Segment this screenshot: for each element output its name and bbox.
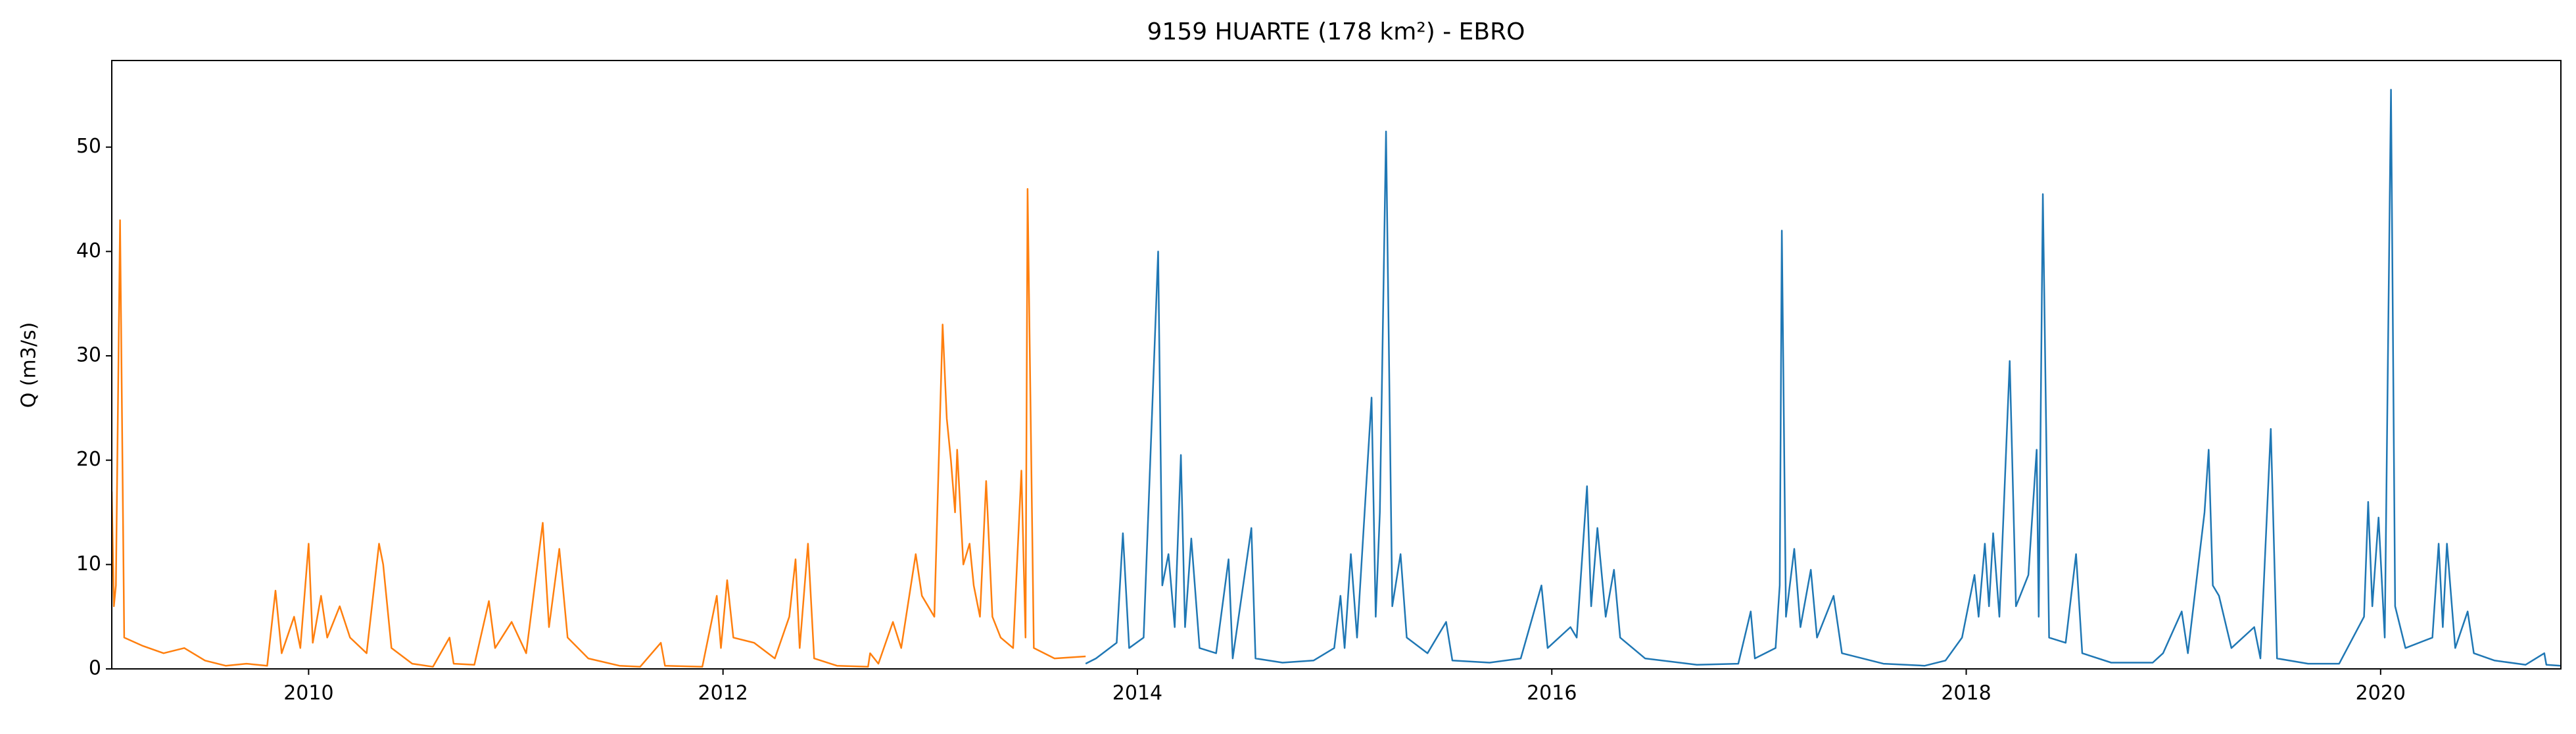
x-tick-label: 2016: [1527, 682, 1577, 705]
y-tick-label: 20: [76, 448, 101, 471]
y-tick-label: 30: [76, 344, 101, 367]
x-tick-label: 2014: [1112, 682, 1162, 705]
y-axis-label: Q (m3/s): [18, 322, 41, 408]
series-line: [1085, 89, 2561, 667]
y-tick-label: 10: [76, 552, 101, 575]
y-tick-label: 0: [89, 657, 101, 680]
x-tick-label: 2018: [1941, 682, 1991, 705]
chart-title: 9159 HUARTE (178 km²) - EBRO: [1147, 18, 1525, 45]
x-tick-label: 2012: [698, 682, 748, 705]
x-tick-label: 2010: [283, 682, 333, 705]
y-tick-label: 50: [76, 135, 101, 158]
plot-frame: [111, 60, 2562, 670]
y-tick-label: 40: [76, 239, 101, 262]
x-tick-label: 2020: [2356, 682, 2406, 705]
series-line: [112, 187, 1086, 668]
